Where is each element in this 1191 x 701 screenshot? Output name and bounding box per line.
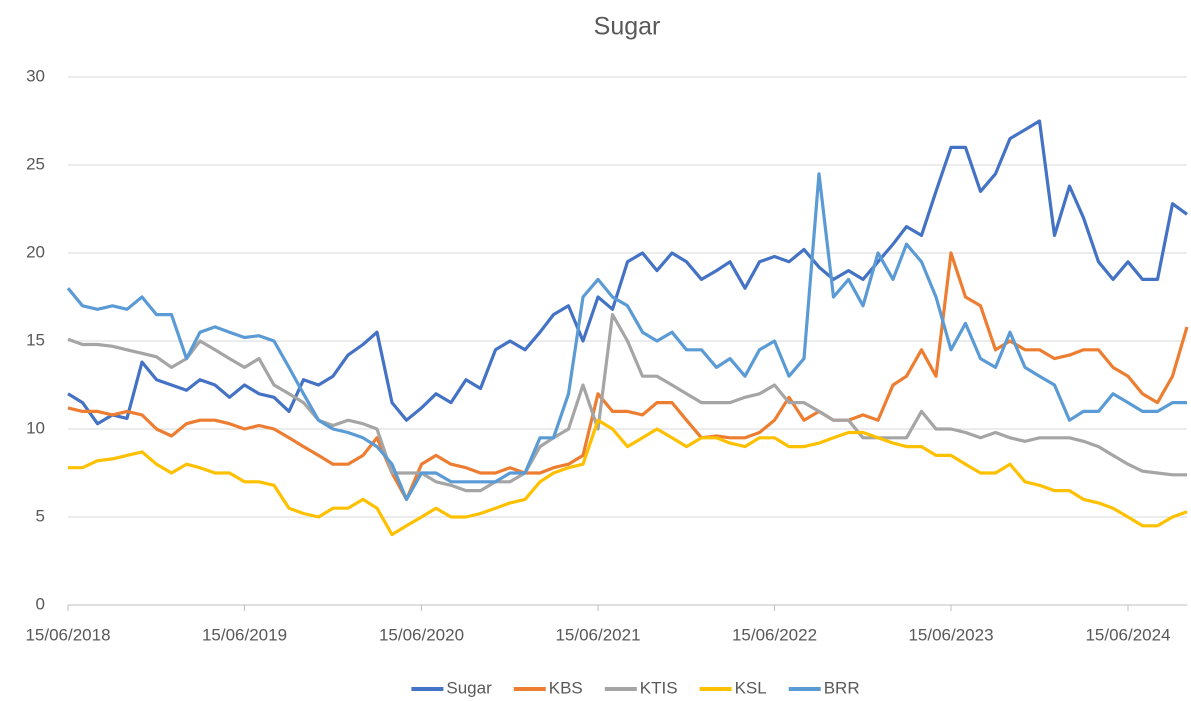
legend-item: BRR	[788, 678, 860, 697]
y-tick-label: 30	[26, 66, 45, 85]
legend-label: KBS	[549, 678, 583, 697]
x-tick-label: 15/06/2024	[1085, 625, 1170, 644]
legend-label: BRR	[824, 678, 860, 697]
x-tick-label: 15/06/2022	[732, 625, 817, 644]
x-tick-label: 15/06/2018	[25, 625, 110, 644]
x-tick-label: 15/06/2020	[379, 625, 464, 644]
chart-title: Sugar	[594, 13, 661, 41]
legend-item: KSL	[699, 678, 767, 697]
legend-label: KSL	[735, 678, 767, 697]
legend-item: KBS	[513, 678, 583, 697]
x-tick-label: 15/06/2023	[908, 625, 993, 644]
y-tick-label: 0	[36, 594, 45, 613]
series-line	[67, 119, 1188, 426]
legend-label: KTIS	[640, 678, 678, 697]
x-tick-label: 15/06/2021	[555, 625, 640, 644]
legend-item: Sugar	[411, 678, 492, 697]
series-line	[66, 172, 1187, 501]
series-line	[68, 418, 1188, 537]
y-tick-label: 25	[26, 154, 45, 173]
y-tick-label: 10	[26, 418, 45, 437]
y-tick-label: 5	[36, 506, 45, 525]
series-line	[67, 251, 1189, 501]
y-tick-label: 20	[26, 242, 45, 261]
x-tick-label: 15/06/2019	[202, 625, 287, 644]
series-line	[67, 313, 1187, 493]
y-tick-label: 15	[26, 330, 45, 349]
legend-label: Sugar	[446, 678, 492, 697]
legend-item: KTIS	[604, 678, 678, 697]
